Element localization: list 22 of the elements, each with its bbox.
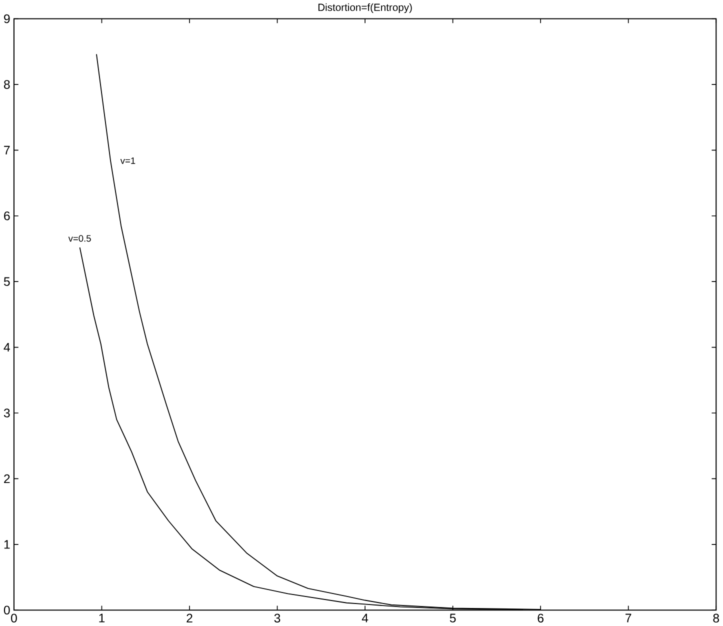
x-tick-label: 8 (713, 614, 720, 623)
x-tick-label: 6 (538, 614, 544, 623)
x-tick-label: 4 (362, 614, 368, 622)
x-tick-label: 5 (450, 614, 456, 622)
y-tick-label: 3 (4, 408, 10, 418)
y-tick-label: 5 (4, 277, 10, 286)
y-tick-label: 7 (4, 146, 10, 154)
y-tick-label: 0 (4, 606, 10, 615)
x-tick-label: 3 (274, 614, 280, 623)
series-label: v=1 (120, 158, 136, 164)
series-label: v=0.5 (68, 235, 91, 242)
x-tick-label: 1 (99, 614, 105, 622)
x-tick-label: 0 (11, 614, 17, 623)
x-tick-label: 7 (626, 614, 632, 622)
y-tick-label: 4 (4, 343, 10, 352)
y-tick-label: 9 (4, 14, 10, 24)
y-tick-label: 1 (4, 540, 10, 549)
y-tick-label: 8 (4, 80, 10, 89)
y-tick-label: 2 (4, 474, 10, 484)
x-tick-label: 2 (186, 614, 192, 622)
y-tick-label: 6 (4, 212, 10, 220)
chart-title: Distortion=f(Entropy) (318, 3, 412, 14)
